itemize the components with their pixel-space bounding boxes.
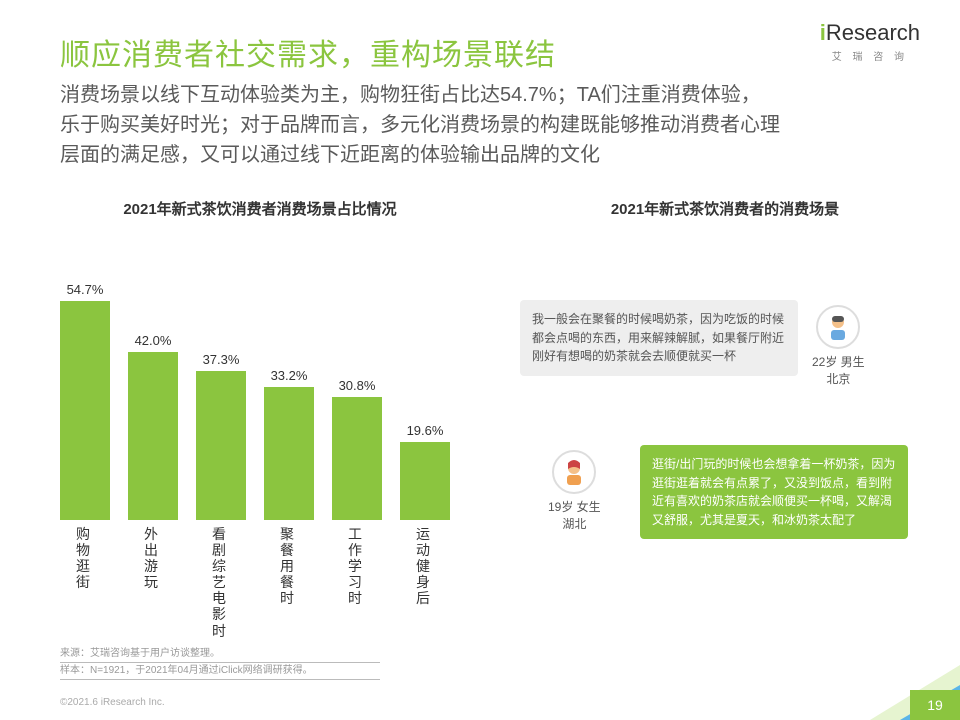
persona-1-line1: 22岁 男生	[812, 353, 865, 370]
bar	[128, 352, 178, 520]
bar-category-label: 聚餐 用餐时	[280, 520, 300, 606]
bar-category-label: 运动健身后	[416, 520, 436, 606]
persona-2-line2: 湖北	[548, 515, 601, 532]
bar-value-label: 42.0%	[123, 333, 183, 348]
bar	[264, 387, 314, 520]
bar	[196, 371, 246, 520]
logo-text: iResearch	[820, 20, 920, 46]
source-line-2: 样本：N=1921，于2021年04月通过iClick网络调研获得。	[60, 663, 380, 680]
persona-2: 19岁 女生 湖北	[548, 450, 601, 532]
chart-title-right: 2021年新式茶饮消费者的消费场景	[540, 198, 910, 219]
avatar-female-icon	[552, 450, 596, 494]
page-number: 19	[910, 690, 960, 720]
bar-category-label: 外出游玩	[144, 520, 164, 590]
persona-1-line2: 北京	[812, 370, 865, 387]
bar	[400, 442, 450, 520]
persona-1: 22岁 男生 北京	[812, 305, 865, 387]
quote-box-2: 逛街/出门玩的时候也会想拿着一杯奶茶，因为逛街逛着就会有点累了，又没到饭点，看到…	[640, 445, 908, 539]
source-line-1: 来源：艾瑞咨询基于用户访谈整理。	[60, 646, 380, 663]
bar	[332, 397, 382, 520]
source-note: 来源：艾瑞咨询基于用户访谈整理。 样本：N=1921，于2021年04月通过iC…	[60, 646, 380, 680]
bar-value-label: 30.8%	[327, 378, 387, 393]
bar-value-label: 33.2%	[259, 368, 319, 383]
persona-2-line1: 19岁 女生	[548, 498, 601, 515]
page-title: 顺应消费者社交需求，重构场景联结	[60, 30, 556, 74]
logo-subtext: 艾 瑞 咨 询	[820, 48, 920, 63]
bar	[60, 301, 110, 520]
bar-value-label: 19.6%	[395, 423, 455, 438]
bar-value-label: 37.3%	[191, 352, 251, 367]
quote-box-1: 我一般会在聚餐的时候喝奶茶，因为吃饭的时候都会点喝的东西，用来解辣解腻，如果餐厅…	[520, 300, 798, 376]
bar-category-label: 购物逛街	[76, 520, 96, 590]
bar-chart: 54.7%购物逛街42.0%外出游玩37.3%看剧 综艺 电影时33.2%聚餐 …	[60, 240, 480, 620]
slide: 顺应消费者社交需求，重构场景联结 iResearch 艾 瑞 咨 询 消费场景以…	[0, 0, 960, 720]
subtitle: 消费场景以线下互动体验类为主，购物狂街占比达54.7%；TA们注重消费体验，乐于…	[60, 80, 780, 170]
bar-category-label: 工作 学习时	[348, 520, 368, 606]
copyright: ©2021.6 iResearch Inc.	[60, 697, 165, 708]
chart-title-left: 2021年新式茶饮消费者消费场景占比情况	[60, 198, 460, 219]
avatar-male-icon	[816, 305, 860, 349]
bar-value-label: 54.7%	[55, 282, 115, 297]
logo: iResearch 艾 瑞 咨 询	[820, 20, 920, 63]
bar-category-label: 看剧 综艺 电影时	[212, 520, 232, 639]
